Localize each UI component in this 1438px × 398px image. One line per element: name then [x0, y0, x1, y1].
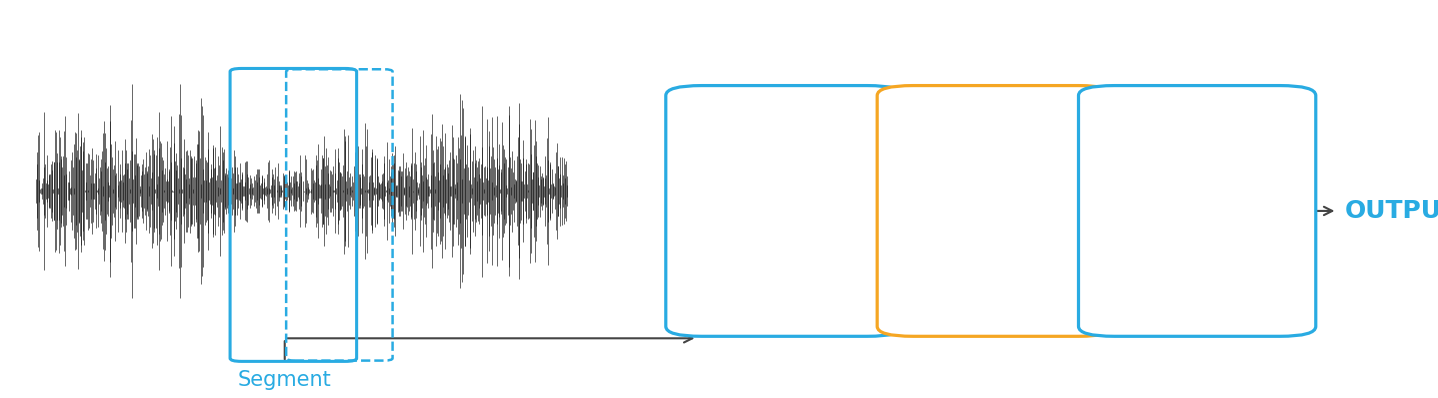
FancyBboxPatch shape: [1078, 86, 1316, 336]
Text: OUTPUT: OUTPUT: [1345, 199, 1438, 223]
Text: Inference: Inference: [953, 219, 1038, 237]
Text: ML: ML: [984, 185, 1008, 203]
Text: Extract: Extract: [752, 185, 817, 203]
FancyBboxPatch shape: [666, 86, 903, 336]
FancyBboxPatch shape: [877, 86, 1114, 336]
Text: Features: Features: [746, 219, 823, 237]
Text: Smooth: Smooth: [1162, 202, 1232, 220]
Text: Segment: Segment: [237, 370, 332, 390]
